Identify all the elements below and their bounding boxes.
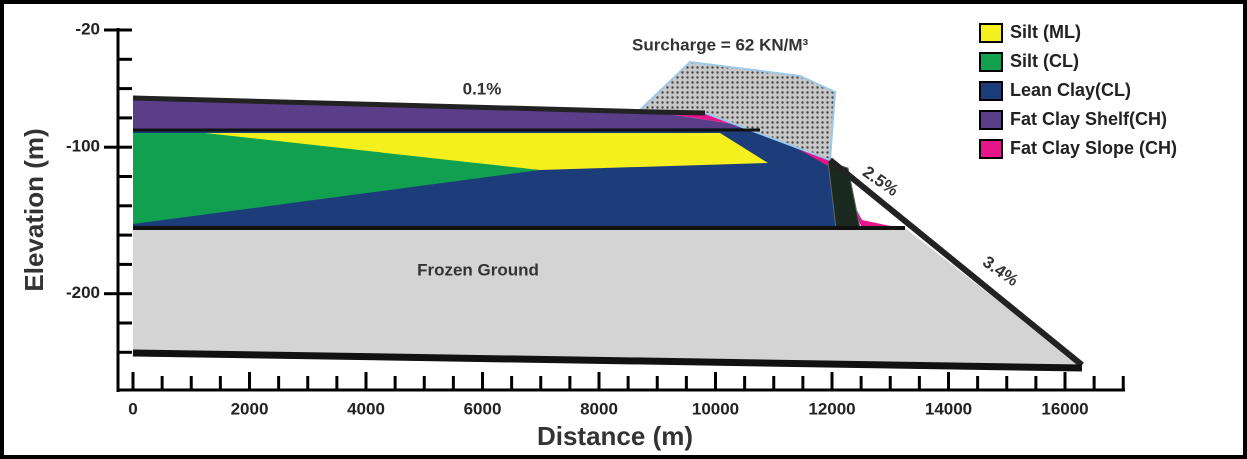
diagram: Distance (m) Elevation (m) Surcharge = 6… <box>0 0 1247 459</box>
x-tick-label: 12000 <box>808 399 855 418</box>
slope-label: 2.5% <box>859 162 902 200</box>
x-tick-label: 2000 <box>231 399 269 418</box>
x-tick-label: 4000 <box>347 399 385 418</box>
x-axis-label: Distance (m) <box>537 421 693 451</box>
legend-swatch <box>980 140 1002 158</box>
legend-label: Fat Clay Shelf(CH) <box>1010 109 1167 129</box>
x-tick-label: 8000 <box>580 399 618 418</box>
zone-label: Frozen Ground <box>417 260 539 279</box>
y-tick-label: -100 <box>66 137 100 156</box>
x-tick-label: 16000 <box>1041 399 1088 418</box>
legend-label: Silt (ML) <box>1010 22 1081 42</box>
x-tick-label: 14000 <box>925 399 972 418</box>
y-tick-label: -20 <box>75 19 100 38</box>
x-tick-label: 0 <box>128 399 137 418</box>
y-tick-label: -200 <box>66 283 100 302</box>
slope-label: 0.1% <box>463 79 502 98</box>
surcharge-label: Surcharge = 62 KN/M³ <box>632 35 809 54</box>
legend-swatch <box>980 111 1002 129</box>
y-axis-label: Elevation (m) <box>19 128 49 291</box>
x-tick-label: 10000 <box>692 399 739 418</box>
legend-swatch <box>980 24 1002 42</box>
legend-label: Fat Clay Slope (CH) <box>1010 138 1177 158</box>
x-tick-label: 6000 <box>464 399 502 418</box>
legend-swatch <box>980 53 1002 71</box>
legend-label: Lean Clay(CL) <box>1010 80 1131 100</box>
legend-label: Silt (CL) <box>1010 51 1079 71</box>
legend-swatch <box>980 82 1002 100</box>
